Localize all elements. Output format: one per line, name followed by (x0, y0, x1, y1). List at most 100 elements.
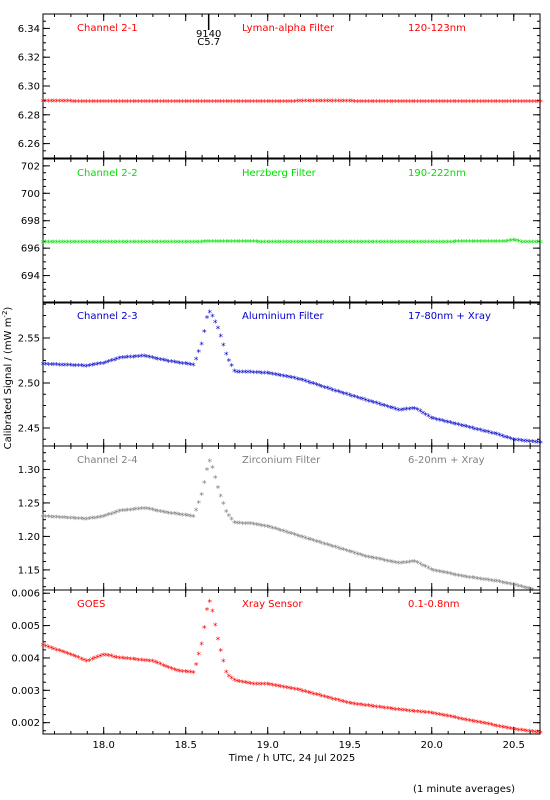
data-point: * (145, 239, 150, 249)
data-point: * (254, 239, 259, 249)
data-point: * (221, 99, 226, 109)
data-point: * (511, 582, 516, 592)
data-series: ****************************************… (41, 598, 544, 739)
data-point: * (90, 515, 95, 525)
x-tick-label: 18.0 (93, 740, 115, 751)
data-point: * (352, 701, 357, 711)
data-point: * (150, 239, 155, 249)
data-point: * (101, 239, 106, 249)
data-point: * (538, 239, 543, 249)
data-point: * (224, 669, 229, 679)
data-point: * (306, 98, 311, 108)
data-point: * (519, 727, 524, 737)
data-point: * (314, 382, 319, 392)
data-point: * (467, 424, 472, 434)
y-tick-label: 0.003 (11, 686, 40, 697)
data-point: * (298, 98, 303, 108)
data-point: * (369, 399, 374, 409)
data-point: * (251, 369, 256, 379)
data-point: * (265, 98, 270, 108)
data-point: * (246, 680, 251, 690)
data-point: * (423, 99, 428, 109)
data-point: * (530, 439, 535, 449)
y-tick-label: 6.30 (18, 82, 40, 93)
data-point: * (410, 708, 415, 718)
data-point: * (295, 376, 300, 386)
data-point: * (314, 692, 319, 702)
data-point: * (188, 362, 193, 372)
data-point: * (251, 98, 256, 108)
data-point: * (516, 583, 521, 593)
data-point: * (331, 387, 336, 397)
data-point: * (333, 239, 338, 249)
data-point: * (60, 362, 65, 372)
data-point: * (150, 507, 155, 517)
data-point: * (467, 717, 472, 727)
data-point: * (516, 727, 521, 737)
data-point: * (445, 239, 450, 249)
data-point: * (459, 716, 464, 726)
data-point: * (235, 99, 240, 109)
data-point: * (314, 98, 319, 108)
data-point: * (57, 239, 62, 249)
data-point: * (210, 608, 215, 618)
data-point: * (385, 404, 390, 414)
data-point: * (145, 99, 150, 109)
data-point: * (150, 355, 155, 365)
data-point: * (68, 515, 73, 525)
panel-channel-label: Channel 2-3 (77, 311, 138, 322)
data-point: * (134, 354, 139, 364)
data-point: * (500, 238, 505, 248)
data-point: * (448, 420, 453, 430)
data-point: * (358, 702, 363, 712)
data-point: * (218, 493, 223, 503)
data-point: * (347, 700, 352, 710)
data-point: * (238, 520, 243, 530)
data-point: * (68, 362, 73, 372)
data-point: * (156, 356, 161, 366)
data-point: * (229, 675, 234, 685)
data-point: * (484, 577, 489, 587)
data-point: * (156, 508, 161, 518)
data-point: * (369, 98, 374, 108)
data-point: * (259, 522, 264, 532)
data-point: * (459, 99, 464, 109)
data-point: * (462, 99, 467, 109)
data-point: * (287, 239, 292, 249)
data-point: * (456, 239, 461, 249)
data-point: * (418, 99, 423, 109)
data-point: * (385, 558, 390, 568)
data-point: * (265, 239, 270, 249)
data-point: * (462, 574, 467, 584)
data-point: * (175, 99, 180, 109)
data-point: * (497, 99, 502, 109)
data-point: * (298, 533, 303, 543)
data-point: * (306, 689, 311, 699)
data-point: * (229, 516, 234, 526)
data-point: * (57, 514, 62, 524)
data-point: * (511, 99, 516, 109)
data-point: * (210, 239, 215, 249)
data-point: * (284, 239, 289, 249)
data-point: * (194, 239, 199, 249)
data-point: * (478, 99, 483, 109)
flare-region-label: 9140 (196, 29, 221, 40)
data-point: * (486, 238, 491, 248)
data-point: * (382, 99, 387, 109)
data-point: * (492, 722, 497, 732)
data-point: * (257, 370, 262, 380)
data-point: * (87, 239, 92, 249)
data-point: * (429, 239, 434, 249)
data-point: * (232, 519, 237, 529)
data-point: * (306, 379, 311, 389)
data-point: * (320, 239, 325, 249)
data-point: * (188, 99, 193, 109)
data-point: * (333, 388, 338, 398)
y-tick-label: 6.32 (18, 53, 40, 64)
data-point: * (90, 362, 95, 372)
data-point: * (109, 239, 114, 249)
data-point: * (303, 378, 308, 388)
data-point: * (95, 98, 100, 108)
data-point: * (423, 564, 428, 574)
data-point: * (437, 712, 442, 722)
